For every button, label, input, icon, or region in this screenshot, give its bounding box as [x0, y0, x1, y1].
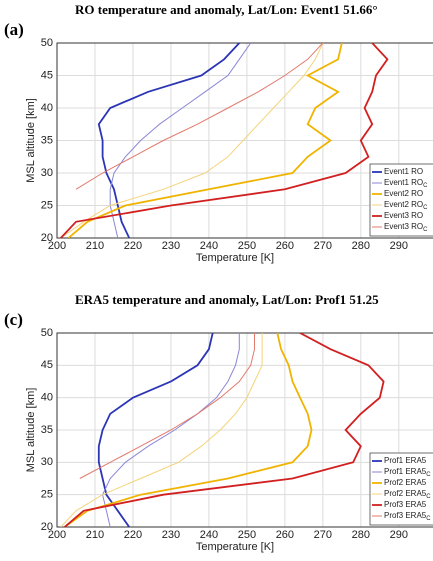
y-tick-label: 20 [41, 232, 53, 244]
legend-subscript: C [423, 227, 428, 233]
x-tick-label: 260 [276, 529, 294, 541]
legend-label: Prof2 ERA5 [384, 478, 427, 487]
y-tick-label: 35 [41, 134, 53, 146]
y-axis-label: MSL altitude [km] [25, 98, 37, 183]
x-tick-label: 290 [390, 240, 408, 252]
profile-line [97, 43, 240, 238]
chart-title: ERA5 temperature and anomaly, Lat/Lon: P… [75, 292, 379, 307]
legend-label: Prof3 ERA5C [384, 511, 431, 521]
profile-line [64, 333, 313, 527]
x-tick-label: 280 [352, 240, 370, 252]
x-tick-label: 230 [162, 240, 180, 252]
legend-label: Prof1 ERA5C [384, 467, 431, 477]
x-tick-label: 220 [124, 529, 142, 541]
legend-subscript: C [423, 205, 428, 211]
x-tick-label: 230 [162, 529, 180, 541]
axis-frame [56, 42, 433, 239]
profile-line [60, 43, 324, 238]
plot-lines [60, 43, 389, 238]
legend-label: Event3 RO [384, 211, 423, 220]
x-tick-label: 210 [86, 529, 104, 541]
y-tick-label: 40 [41, 102, 53, 114]
x-tick-label: 220 [124, 240, 142, 252]
x-tick-label: 270 [314, 240, 332, 252]
panel-label: (a) [4, 20, 24, 39]
legend-label: Event1 ROC [384, 178, 428, 188]
y-axis-label: MSL altitude [km] [25, 388, 37, 473]
y-tick-label: 25 [41, 489, 53, 501]
y-tick-label: 35 [41, 424, 53, 436]
y-tick-label: 40 [41, 392, 53, 404]
x-axis-label: Temperature [K] [196, 541, 274, 553]
plot-lines [60, 333, 385, 527]
y-tick-label: 45 [41, 359, 53, 371]
profile-line [75, 43, 324, 190]
y-tick-label: 20 [41, 521, 53, 533]
legend-subscript: C [426, 472, 431, 478]
legend-label: Prof1 ERA5 [384, 456, 427, 465]
legend-label: Prof2 ERA5C [384, 489, 431, 499]
profile-line [64, 333, 385, 527]
profile-line [97, 333, 214, 527]
x-tick-label: 250 [238, 240, 256, 252]
legend-subscript: C [426, 516, 431, 522]
x-tick-label: 250 [238, 529, 256, 541]
legend-label: Event2 RO [384, 189, 423, 198]
profile-line [67, 43, 343, 238]
y-tick-label: 30 [41, 167, 53, 179]
legend-box [369, 452, 433, 526]
y-tick-label: 45 [41, 69, 53, 81]
legend-label: Event3 ROC [384, 222, 428, 232]
y-tick-label: 30 [41, 456, 53, 468]
panel-label: (c) [4, 310, 23, 329]
axis-frame [56, 332, 433, 528]
x-tick-label: 270 [314, 529, 332, 541]
profile-line [79, 333, 255, 479]
legend-subscript: C [423, 183, 428, 189]
legend-label: Prof3 ERA5 [384, 500, 427, 509]
y-tick-label: 50 [41, 37, 53, 49]
x-tick-label: 240 [200, 240, 218, 252]
chart-title: RO temperature and anomaly, Lat/Lon: Eve… [75, 2, 378, 17]
x-tick-label: 240 [200, 529, 218, 541]
y-tick-label: 25 [41, 199, 53, 211]
legend-box [369, 163, 433, 237]
x-tick-label: 200 [48, 240, 66, 252]
x-tick-label: 200 [48, 529, 66, 541]
legend-subscript: C [426, 494, 431, 500]
legend-label: Event2 ROC [384, 200, 428, 210]
legend-label: Event1 RO [384, 167, 423, 176]
profile-line [60, 333, 263, 527]
profile-line [60, 43, 389, 238]
x-tick-label: 290 [390, 529, 408, 541]
panel: RO temperature and anomaly, Lat/Lon: Eve… [4, 2, 433, 264]
x-tick-label: 210 [86, 240, 104, 252]
x-tick-label: 280 [352, 529, 370, 541]
x-tick-label: 260 [276, 240, 294, 252]
panel: ERA5 temperature and anomaly, Lat/Lon: P… [4, 292, 433, 553]
y-tick-label: 50 [41, 327, 53, 339]
x-axis-label: Temperature [K] [196, 252, 274, 264]
